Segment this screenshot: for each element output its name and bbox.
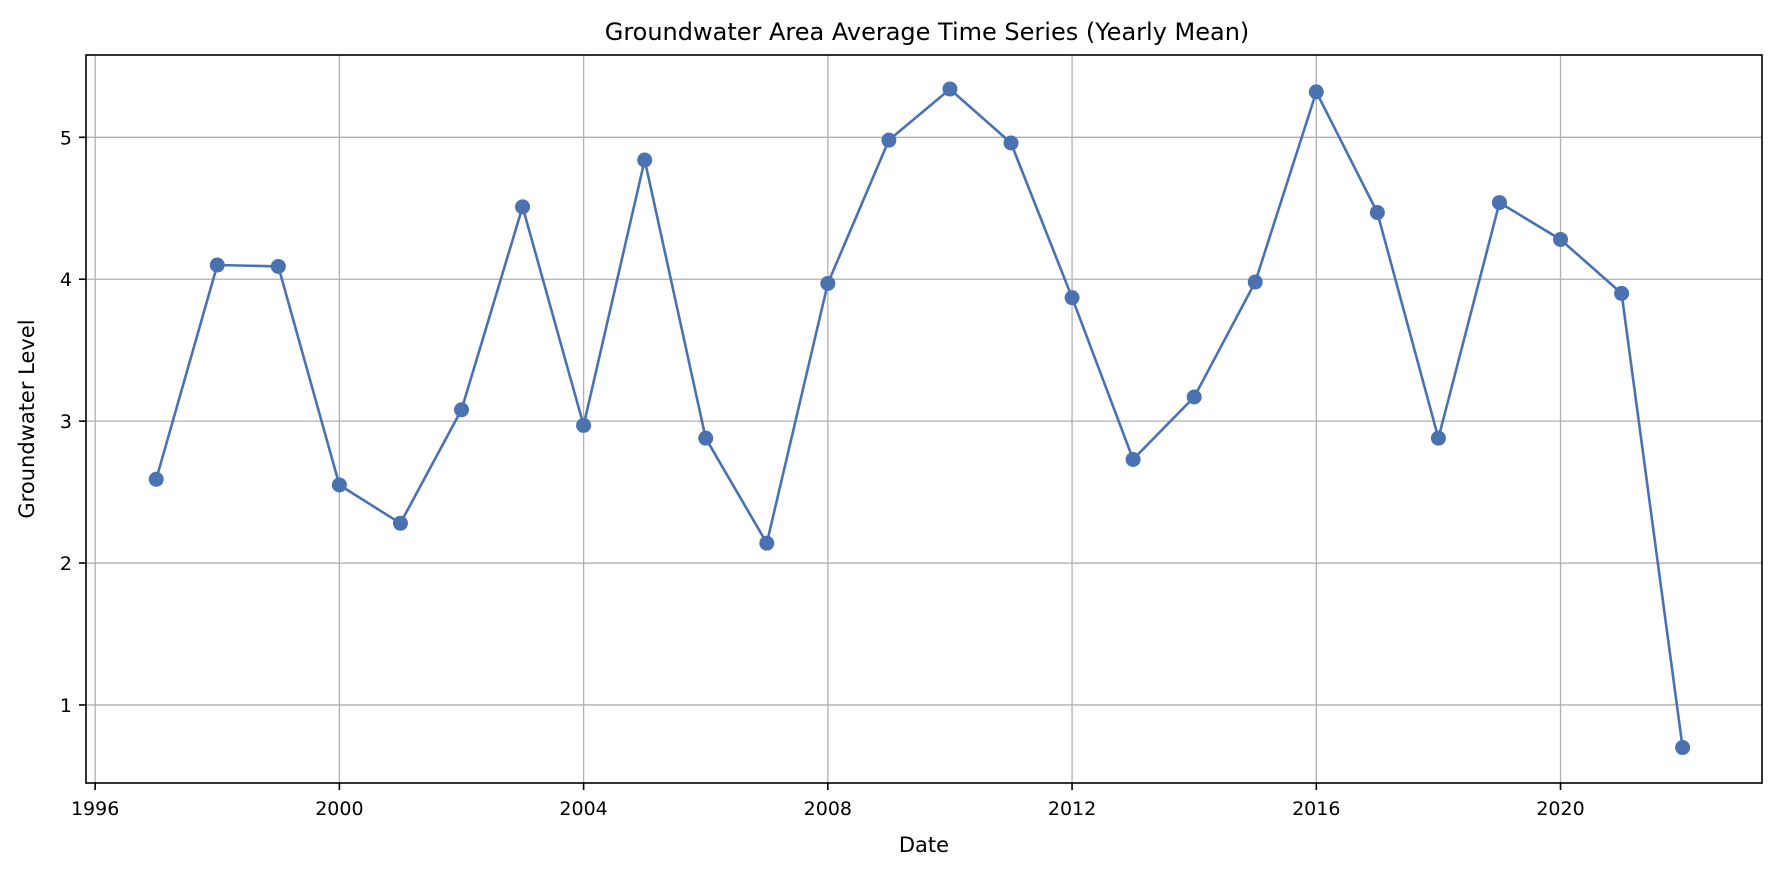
y-tick-label: 3: [60, 411, 72, 433]
y-tick-label: 2: [60, 553, 72, 575]
data-point: [1553, 231, 1569, 247]
data-point: [453, 402, 469, 418]
y-tick-label: 1: [60, 695, 72, 717]
data-point: [392, 515, 408, 531]
series-layer: [148, 81, 1691, 756]
data-point: [881, 132, 897, 148]
data-point: [1491, 195, 1507, 211]
x-tick-label: 2012: [1048, 798, 1096, 820]
data-point: [515, 199, 531, 215]
x-tick-label: 2000: [315, 798, 363, 820]
data-point: [1064, 290, 1080, 306]
series-line: [154, 87, 1684, 748]
x-tick-label: 1996: [71, 798, 119, 820]
x-tick-label: 2020: [1536, 798, 1584, 820]
data-point: [1675, 740, 1691, 756]
plot-frame: [85, 54, 1763, 784]
y-axis-label: Groundwater Level: [15, 319, 39, 518]
x-tick-label: 2008: [804, 798, 852, 820]
data-point: [820, 275, 836, 291]
data-point: [698, 430, 714, 446]
y-axis: 1 2 3 4 5: [60, 127, 86, 717]
x-tick-label: 2016: [1292, 798, 1340, 820]
chart-title: Groundwater Area Average Time Series (Ye…: [605, 18, 1250, 46]
data-point: [1369, 205, 1385, 221]
data-point: [942, 81, 958, 97]
data-point: [1125, 451, 1141, 467]
data-point: [1308, 84, 1324, 100]
x-tick-label: 2004: [559, 798, 607, 820]
data-point: [576, 417, 592, 433]
data-point: [331, 477, 347, 493]
grid: [86, 55, 1762, 783]
data-point: [1186, 389, 1202, 405]
data-point: [1247, 274, 1263, 290]
y-tick-label: 5: [60, 127, 72, 149]
data-point: [1003, 135, 1019, 151]
data-point: [759, 535, 775, 551]
x-axis-label: Date: [899, 833, 949, 857]
data-point: [148, 471, 164, 487]
data-point: [1430, 430, 1446, 446]
data-point: [270, 258, 286, 274]
data-point: [209, 257, 225, 273]
y-tick-label: 4: [60, 269, 72, 291]
data-point: [637, 152, 653, 168]
data-point: [1614, 285, 1630, 301]
x-axis: 1996 2000 2004 2008 2012 2016 2020: [71, 783, 1585, 820]
